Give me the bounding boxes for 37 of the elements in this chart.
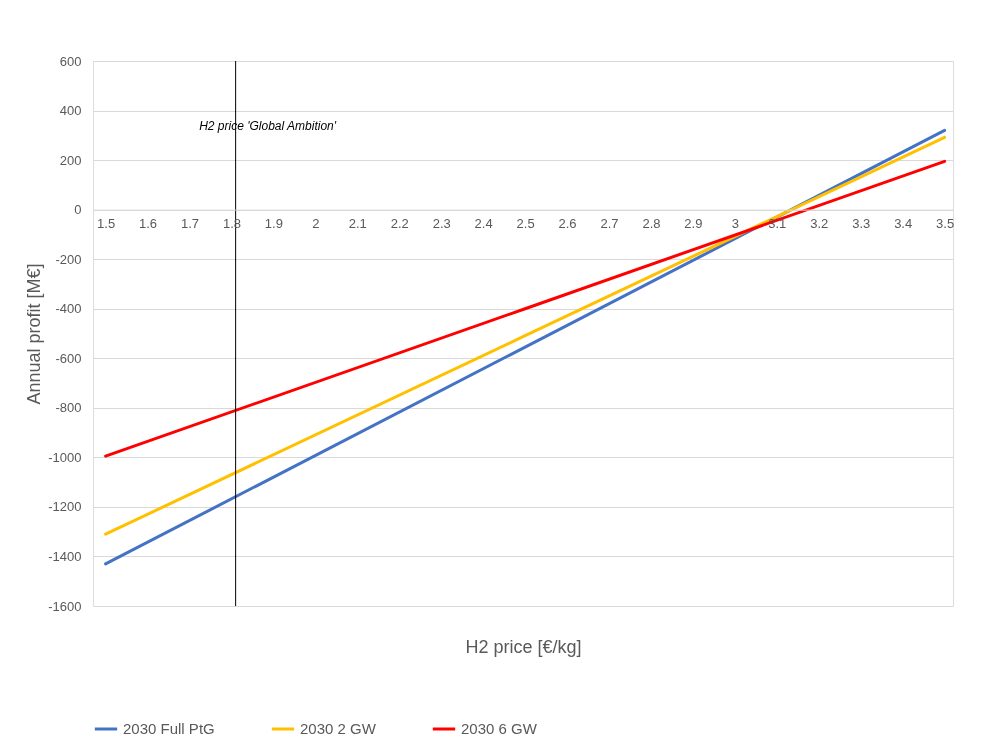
- x-tick-label: 2.1: [348, 216, 367, 232]
- y-tick-label: 600: [59, 53, 82, 69]
- y-tick-label: -1600: [48, 598, 82, 614]
- x-tick-label: 1.9: [264, 216, 283, 232]
- legend-label: 2030 2 GW: [300, 720, 377, 737]
- y-tick-label: -400: [55, 301, 82, 317]
- x-tick-label: 2.2: [390, 216, 409, 232]
- y-tick-label: -600: [55, 350, 82, 366]
- x-tick-label: 2.4: [474, 216, 493, 232]
- x-tick-label: 1.7: [180, 216, 200, 232]
- y-axis-title: Annual profit [M€]: [24, 263, 45, 405]
- x-tick-label: 3.3: [852, 216, 871, 232]
- legend-label: 2030 Full PtG: [123, 720, 215, 737]
- x-tick-label: 2.8: [642, 216, 661, 232]
- y-tick-label: 400: [59, 103, 82, 119]
- x-tick-label: 1.6: [139, 216, 158, 232]
- x-tick-label: 2.7: [600, 216, 619, 232]
- x-tick-label: 2.5: [516, 216, 535, 232]
- y-tick-label: 200: [59, 152, 82, 168]
- x-axis-title: H2 price [€/kg]: [465, 636, 582, 657]
- x-tick-label: 3.2: [810, 216, 829, 232]
- y-tick-label: -800: [55, 400, 82, 416]
- x-tick-label: 3.1: [768, 216, 787, 232]
- x-tick-label: 3.4: [894, 216, 913, 232]
- y-tick-label: 0: [74, 202, 82, 218]
- y-tick-label: -1400: [48, 548, 82, 564]
- x-tick-label: 2.6: [558, 216, 577, 232]
- legend-label: 2030 6 GW: [461, 720, 538, 737]
- x-tick-label: 2.9: [684, 216, 703, 232]
- x-tick-label: 3.5: [936, 216, 955, 232]
- y-tick-label: -200: [55, 251, 82, 267]
- x-tick-label: 2.3: [432, 216, 451, 232]
- x-tick-label: 1.5: [97, 216, 116, 232]
- y-tick-label: -1200: [48, 499, 82, 515]
- x-tick-label: 3: [731, 216, 739, 232]
- x-tick-label: 2: [312, 216, 320, 232]
- y-tick-label: -1000: [48, 449, 82, 465]
